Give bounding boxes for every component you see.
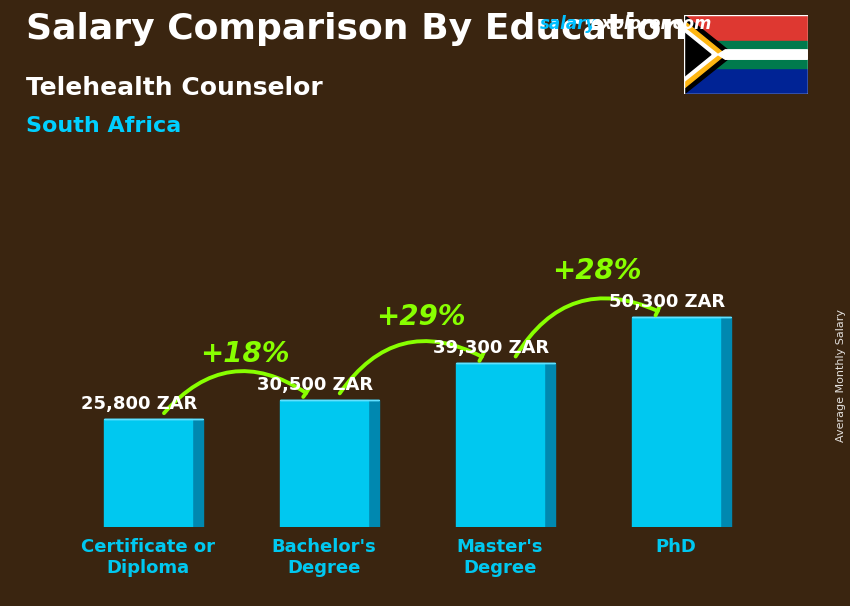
Text: Telehealth Counselor: Telehealth Counselor <box>26 76 322 100</box>
Text: +28%: +28% <box>552 257 642 285</box>
Polygon shape <box>544 363 555 527</box>
Text: South Africa: South Africa <box>26 116 181 136</box>
Text: 30,500 ZAR: 30,500 ZAR <box>258 376 373 393</box>
Polygon shape <box>718 50 808 59</box>
Text: Salary Comparison By Education: Salary Comparison By Education <box>26 12 687 46</box>
Polygon shape <box>684 15 734 94</box>
Text: Average Monthly Salary: Average Monthly Salary <box>836 309 846 442</box>
Bar <box>684 15 807 55</box>
Text: +18%: +18% <box>200 339 290 368</box>
Text: +29%: +29% <box>377 303 466 331</box>
Text: 50,300 ZAR: 50,300 ZAR <box>609 293 725 311</box>
Polygon shape <box>684 33 711 76</box>
Bar <box>104 419 192 527</box>
Bar <box>684 41 807 68</box>
Bar <box>684 55 807 94</box>
Text: 39,300 ZAR: 39,300 ZAR <box>434 339 549 357</box>
Text: salary: salary <box>540 15 597 33</box>
Polygon shape <box>684 28 718 81</box>
Polygon shape <box>684 21 725 88</box>
Bar <box>280 400 368 527</box>
Bar <box>632 317 720 527</box>
Bar <box>456 363 544 527</box>
Text: explorer.com: explorer.com <box>591 15 712 33</box>
Polygon shape <box>368 400 378 527</box>
Polygon shape <box>192 419 202 527</box>
Text: 25,800 ZAR: 25,800 ZAR <box>81 395 197 413</box>
Polygon shape <box>720 317 731 527</box>
